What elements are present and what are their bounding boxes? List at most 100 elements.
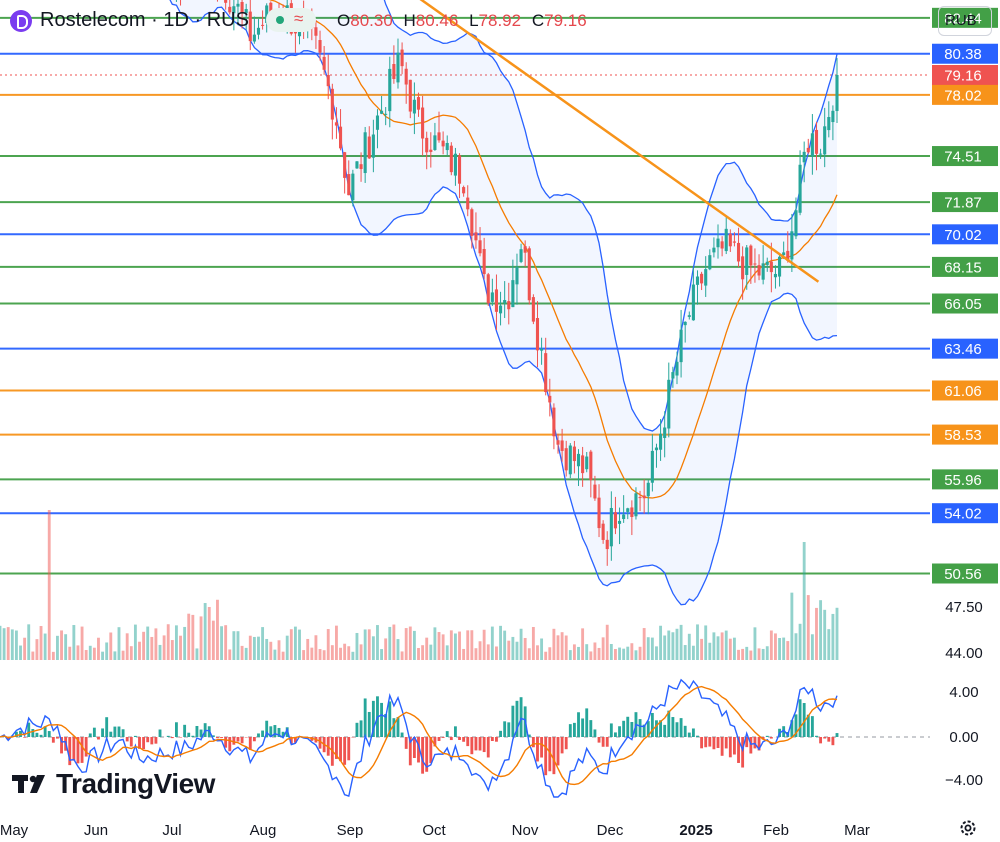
oscillator-histogram-bar bbox=[659, 720, 663, 737]
market-status-pill[interactable]: ≈ bbox=[266, 8, 316, 32]
oscillator-histogram-bar bbox=[371, 700, 375, 737]
price-label: 58.53 bbox=[932, 424, 998, 445]
settings-gear-icon[interactable] bbox=[958, 818, 978, 838]
oscillator-histogram-bar bbox=[548, 737, 552, 772]
candle bbox=[519, 243, 523, 264]
price-label-box bbox=[932, 380, 998, 401]
candle bbox=[576, 449, 581, 487]
oscillator-histogram-bar bbox=[696, 735, 699, 737]
candle-body bbox=[741, 256, 745, 280]
oscillator-histogram-bar bbox=[43, 726, 47, 737]
candle-body bbox=[810, 133, 814, 157]
candle bbox=[248, 0, 252, 51]
oscillator-histogram-bar bbox=[359, 720, 363, 737]
bollinger-upper bbox=[383, 0, 838, 432]
oscillator-histogram-bar bbox=[667, 710, 671, 737]
time-axis-label: May bbox=[0, 822, 29, 839]
candle-body bbox=[441, 140, 445, 147]
volume-bar bbox=[146, 626, 150, 660]
candle bbox=[318, 30, 322, 61]
candle bbox=[753, 248, 757, 283]
volume-bar bbox=[486, 644, 490, 660]
candle-body bbox=[802, 151, 806, 163]
oscillator-histogram-bar bbox=[614, 732, 617, 737]
candle bbox=[371, 119, 375, 173]
candle bbox=[499, 291, 503, 326]
candle-body bbox=[724, 228, 728, 252]
candle bbox=[548, 378, 552, 417]
candle bbox=[437, 111, 441, 143]
oscillator-histogram-bar bbox=[273, 725, 277, 737]
status-dot-icon bbox=[276, 16, 284, 24]
time-axis-label: Aug bbox=[250, 822, 277, 839]
currency-button[interactable]: RUB bbox=[938, 6, 992, 36]
candle bbox=[814, 121, 819, 171]
volume-bar bbox=[72, 625, 76, 660]
oscillator-histogram-bar bbox=[618, 726, 621, 737]
candle-body bbox=[572, 446, 576, 462]
oscillator-histogram-bar bbox=[536, 737, 539, 762]
candle-body bbox=[437, 132, 441, 141]
volume-bar bbox=[302, 650, 306, 660]
oscillator-histogram-bar bbox=[782, 726, 786, 737]
oscillator-histogram-bar bbox=[486, 737, 490, 758]
volume-bar bbox=[88, 645, 92, 660]
candle-body bbox=[642, 495, 646, 499]
volume-bar bbox=[412, 630, 416, 660]
candle-body bbox=[745, 247, 749, 275]
price-label-text: 68.15 bbox=[944, 259, 982, 276]
candle-body bbox=[412, 99, 416, 114]
volume-bar bbox=[782, 637, 786, 660]
volume-bar bbox=[778, 638, 781, 660]
candle bbox=[827, 101, 831, 138]
price-label-text: 63.46 bbox=[944, 341, 982, 358]
oscillator-histogram-bar bbox=[671, 717, 675, 737]
volume-bar bbox=[798, 623, 802, 660]
candle bbox=[778, 253, 782, 287]
candle-body bbox=[527, 248, 531, 301]
oscillator-histogram-bar bbox=[478, 737, 482, 751]
volume-bar bbox=[43, 633, 47, 660]
candle-body bbox=[646, 482, 650, 497]
volume-bar bbox=[380, 649, 384, 660]
symbol-title[interactable]: Rostelecom · 1D · RUS bbox=[40, 9, 249, 31]
candle bbox=[720, 236, 724, 257]
oscillator-histogram-bar bbox=[60, 737, 63, 754]
volume-bar bbox=[765, 646, 769, 660]
volume-bar bbox=[314, 635, 318, 660]
candle bbox=[552, 403, 556, 450]
candle-body bbox=[232, 6, 236, 14]
candle-body bbox=[728, 233, 732, 247]
candle bbox=[515, 253, 519, 305]
candle bbox=[761, 245, 765, 285]
oscillator-histogram-bar bbox=[700, 737, 704, 749]
candle bbox=[429, 132, 433, 168]
volume-bar bbox=[92, 647, 96, 660]
volume-bar bbox=[14, 630, 18, 660]
price-label: 66.05 bbox=[932, 293, 998, 314]
volume-bar bbox=[125, 633, 129, 660]
candle bbox=[585, 452, 589, 473]
oscillator-histogram-bar bbox=[704, 737, 708, 748]
price-label-text: 74.51 bbox=[944, 149, 982, 166]
candle bbox=[470, 207, 474, 249]
candle bbox=[466, 185, 470, 217]
candle bbox=[224, 0, 228, 10]
volume-bar bbox=[51, 651, 55, 660]
high-value: 80.46 bbox=[415, 11, 459, 30]
volume-bar bbox=[462, 648, 466, 660]
oscillator-histogram-bar bbox=[343, 737, 347, 765]
oscillator-histogram-bar bbox=[798, 699, 802, 737]
candle-body bbox=[392, 64, 396, 80]
volume-bar bbox=[458, 631, 461, 660]
candle-body bbox=[457, 155, 462, 184]
candle bbox=[683, 321, 687, 343]
candle bbox=[322, 46, 326, 75]
candle-body bbox=[499, 305, 503, 314]
volume-bar bbox=[244, 647, 248, 660]
price-label-text: 79.16 bbox=[944, 68, 982, 85]
oscillator-histogram-bar bbox=[511, 705, 515, 737]
candle-body bbox=[334, 122, 338, 126]
volume-bar bbox=[732, 637, 736, 660]
